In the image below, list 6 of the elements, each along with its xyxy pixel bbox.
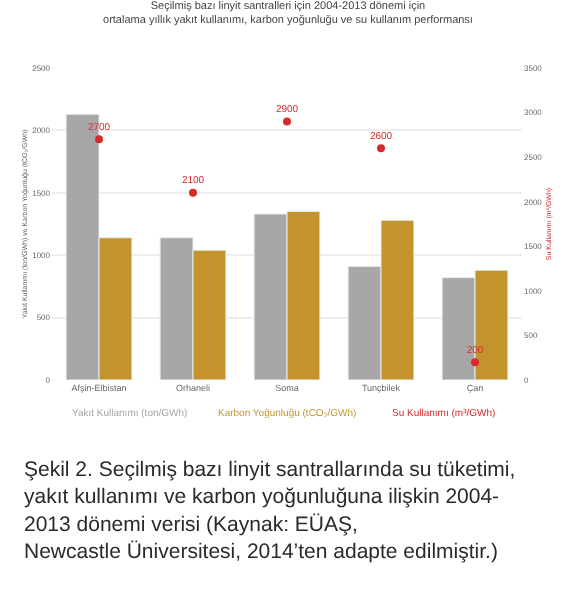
point — [95, 135, 103, 144]
point — [471, 358, 479, 367]
point — [283, 117, 291, 126]
text: Şekil 2. Seçilmiş bazı linyit santrallarında su tüketimi, yakıt kullanımı ve karbon yoğunluğuna ilişkin 2004- 2013 dönemi verisi (Kaynak: EÜAŞ, Newcastle Üniversitesi, 2014’ten adapte edilmiştir.) — [24, 458, 516, 564]
point — [189, 188, 197, 197]
point — [377, 144, 385, 153]
